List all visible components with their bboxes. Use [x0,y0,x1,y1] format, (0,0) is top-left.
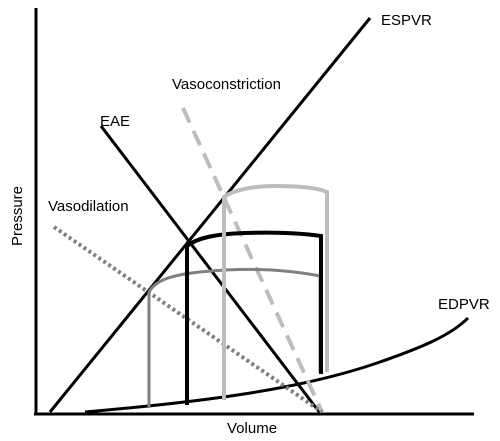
edpvr-label: EDPVR [438,296,490,313]
baseline-loop [185,230,323,405]
vasodilation-loop [147,267,322,408]
vasoconstriction-label: Vasoconstriction [172,76,281,93]
vasodilation-label: Vasodilation [48,198,129,215]
vasoconstriction-line [181,107,324,413]
x-axis-label: Volume [227,420,277,437]
eae-label: EAE [100,113,130,130]
eae-line [99,125,322,414]
y-axis-label: Pressure [9,186,26,246]
vasoconstriction-loop [222,183,329,400]
espvr-line [48,17,372,413]
espvr-label: ESPVR [381,12,432,29]
edpvr-curve [84,316,470,414]
